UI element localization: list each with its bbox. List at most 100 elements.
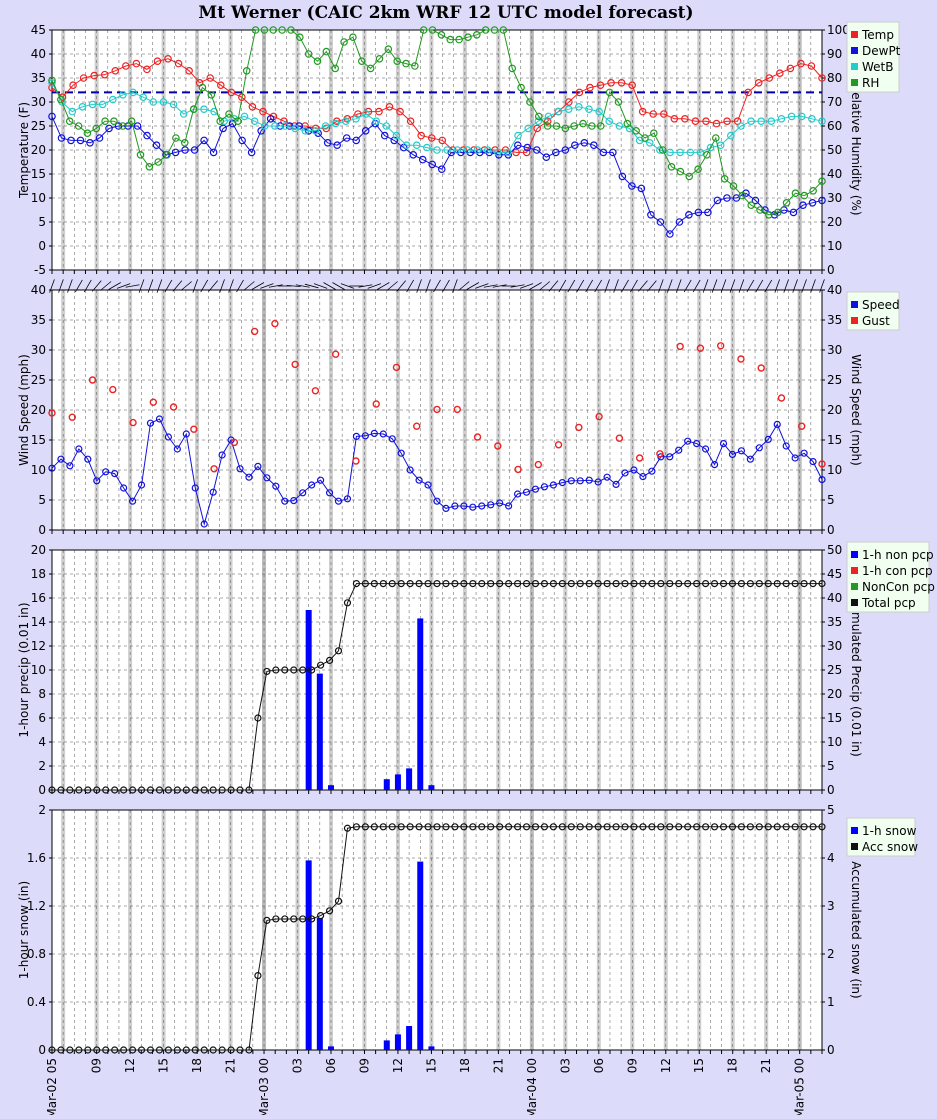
- y-tick-label: 0: [38, 1043, 46, 1057]
- data-point: [218, 786, 226, 794]
- data-point: [143, 65, 151, 74]
- gust-point: [514, 465, 522, 474]
- data-point: [648, 467, 656, 475]
- wind-barb: [638, 280, 648, 292]
- data-point: [198, 83, 207, 92]
- data-point: [251, 26, 260, 34]
- data-point: [818, 196, 826, 205]
- data-point: [675, 823, 683, 831]
- data-point: [137, 786, 146, 794]
- wind-barb: [323, 282, 336, 290]
- data-point: [111, 470, 119, 478]
- data-point: [755, 579, 763, 588]
- data-point: [531, 823, 540, 831]
- data-point: [451, 579, 459, 588]
- data-point: [95, 134, 104, 142]
- y2-tick-label: 60: [827, 119, 842, 133]
- data-point: [637, 184, 646, 193]
- wind-barb: [236, 279, 244, 293]
- wind-barb: [172, 280, 183, 292]
- legend-swatch: [851, 827, 858, 834]
- data-point: [607, 79, 615, 87]
- data-point: [272, 915, 280, 923]
- data-point: [514, 131, 522, 140]
- data-point: [649, 110, 658, 118]
- data-point: [257, 127, 265, 135]
- data-point: [605, 88, 614, 97]
- wind-barb: [774, 279, 781, 293]
- wind-barb: [792, 279, 798, 293]
- data-point: [254, 971, 262, 980]
- wind-barb: [442, 279, 450, 293]
- data-point: [513, 579, 522, 588]
- y-tick-label: 25: [31, 119, 46, 133]
- data-point: [207, 91, 216, 99]
- wind-barb: [585, 279, 594, 293]
- y2-tick-label: 10: [827, 239, 842, 253]
- data-point: [48, 79, 56, 87]
- data-point: [419, 26, 428, 34]
- wind-barb: [630, 279, 638, 293]
- legend-entry: Speed: [862, 298, 900, 312]
- data-point: [260, 26, 269, 34]
- wind-barb: [529, 282, 542, 290]
- data-point: [791, 579, 799, 588]
- panel-precipitation: 0 2 4 6 8 10 12 14 16 18 20 0 5 10 15 20 25 30 35 40 45 50 1-h…: [17, 543, 863, 797]
- data-point: [179, 110, 188, 118]
- data-point: [694, 165, 702, 174]
- data-point: [676, 148, 684, 157]
- data-point: [639, 579, 647, 588]
- data-point: [618, 172, 627, 181]
- data-point: [317, 661, 325, 669]
- data-point: [152, 141, 161, 150]
- data-point: [86, 139, 94, 147]
- data-point: [190, 146, 199, 154]
- data-point: [455, 35, 463, 44]
- data-point: [478, 579, 486, 588]
- y2-axis-label: Accumulated Precip (0.01 in): [849, 583, 863, 757]
- data-point: [514, 141, 522, 150]
- data-point: [630, 466, 638, 474]
- data-point: [615, 122, 624, 130]
- data-point: [773, 208, 782, 217]
- x-tick-label: 12: [391, 1058, 405, 1073]
- wind-barb: [67, 279, 73, 293]
- data-point: [558, 579, 566, 588]
- y-tick-label: -5: [34, 263, 46, 277]
- data-point: [791, 823, 799, 831]
- data-point: [169, 100, 178, 109]
- data-point: [122, 62, 130, 70]
- data-point: [48, 1046, 56, 1054]
- x-tick-label: 15: [157, 1058, 171, 1073]
- data-point: [453, 146, 462, 154]
- data-point: [710, 823, 719, 831]
- y2-tick-label: 35: [827, 313, 842, 327]
- data-point: [567, 477, 575, 485]
- x-tick-label: 18: [726, 1058, 740, 1073]
- data-point: [576, 579, 584, 588]
- wind-barb: [711, 279, 718, 293]
- data-point: [531, 579, 540, 588]
- data-point: [155, 1046, 164, 1054]
- data-point: [648, 823, 656, 831]
- data-point: [800, 579, 808, 588]
- gust-point: [473, 433, 482, 441]
- data-point: [57, 95, 65, 104]
- data-point: [218, 451, 226, 459]
- data-point: [311, 127, 320, 135]
- data-point: [291, 124, 299, 133]
- wind-barb: [658, 279, 664, 293]
- data-point: [102, 468, 110, 476]
- x-tick-label: 06: [324, 1058, 338, 1073]
- data-point: [524, 124, 532, 133]
- legend-entry: 1-h con pcp: [862, 564, 933, 578]
- data-point: [612, 823, 620, 831]
- data-point: [764, 823, 772, 831]
- legend-swatch: [851, 583, 858, 590]
- y-tick-label: 20: [31, 403, 46, 417]
- series-accumulated: [48, 579, 826, 794]
- data-point: [773, 579, 781, 588]
- data-point: [290, 497, 298, 505]
- data-point: [174, 59, 183, 68]
- data-point: [809, 823, 817, 831]
